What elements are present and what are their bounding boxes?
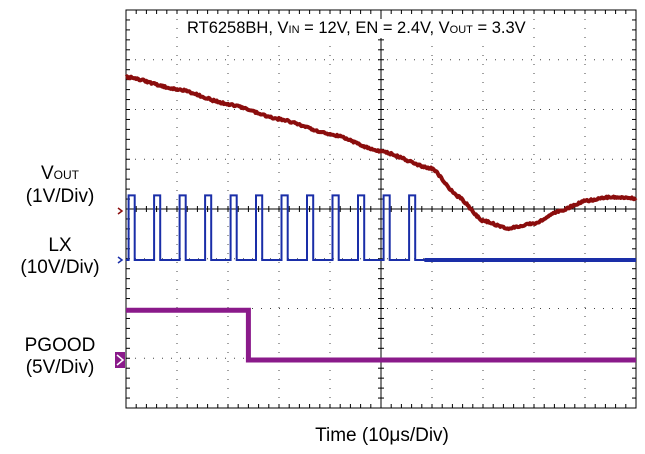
vout-scale: (1V/Div) bbox=[0, 186, 120, 208]
lx-scale: (10V/Div) bbox=[0, 257, 120, 279]
pgood-scale: (5V/Div) bbox=[0, 357, 120, 379]
pgood-name: PGOOD bbox=[0, 335, 120, 357]
x-axis-label: Time (10μs/Div) bbox=[128, 425, 636, 447]
vout-marker-icon bbox=[118, 208, 122, 214]
lx-name: LX bbox=[0, 235, 120, 257]
vout-name-sub: OUT bbox=[54, 168, 79, 182]
channel-label-pgood: PGOOD (5V/Div) bbox=[0, 335, 120, 379]
chart-title: RT6258BH, VIN = 12V, EN = 2.4V, VOUT = 3… bbox=[186, 19, 527, 38]
channel-label-lx: LX (10V/Div) bbox=[0, 235, 120, 279]
vout-name: V bbox=[41, 163, 54, 184]
channel-label-vout: VOUT (1V/Div) bbox=[0, 163, 120, 208]
